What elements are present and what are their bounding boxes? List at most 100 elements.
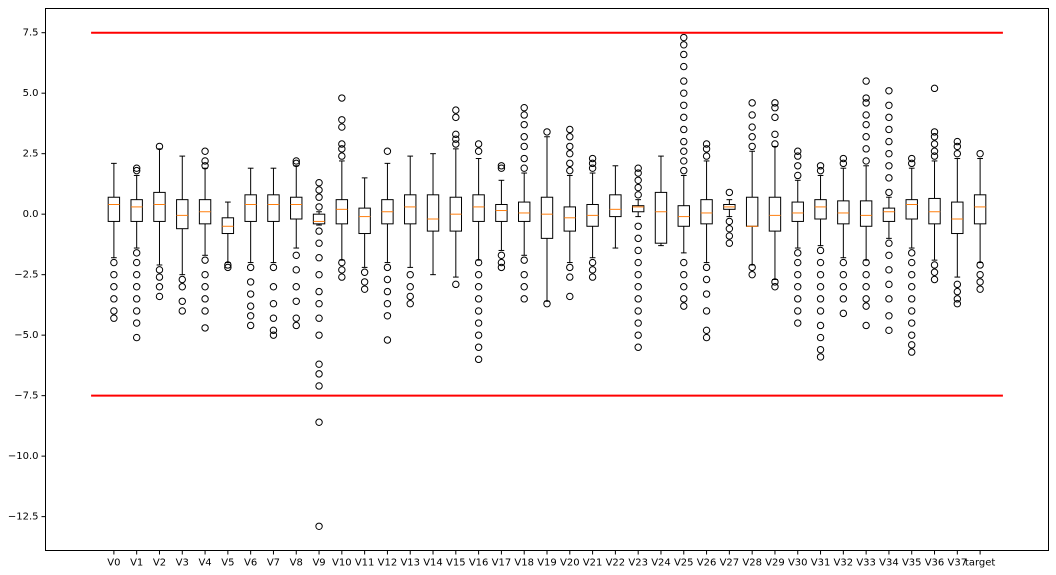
flier	[930, 268, 939, 276]
box	[882, 207, 896, 222]
flier	[246, 290, 255, 298]
flier	[155, 266, 164, 274]
flier	[520, 295, 528, 303]
y-tick-label: −2.5	[14, 270, 38, 281]
flier	[680, 101, 688, 109]
flier	[908, 331, 916, 339]
box	[358, 207, 371, 235]
flier	[338, 145, 346, 153]
flier	[634, 222, 642, 230]
flier	[908, 283, 916, 291]
flier	[976, 149, 984, 158]
flier	[702, 326, 711, 335]
flier	[178, 307, 186, 315]
flier	[383, 312, 392, 320]
flier	[178, 283, 186, 291]
y-tick-label: 2.5	[23, 149, 39, 160]
flier	[292, 297, 300, 305]
flier	[680, 62, 688, 71]
x-tick-label: V3	[176, 558, 189, 569]
flier	[566, 273, 574, 281]
flier	[771, 104, 779, 112]
flier	[771, 283, 779, 291]
y-tick-label: −10.0	[8, 451, 39, 462]
flier	[201, 295, 209, 303]
flier	[566, 166, 574, 175]
box	[631, 205, 645, 213]
flier	[269, 314, 278, 322]
flier	[497, 164, 506, 172]
box	[677, 205, 690, 227]
flier	[885, 113, 893, 122]
x-tick-label: V32	[834, 558, 854, 569]
flier	[383, 299, 392, 308]
box	[905, 199, 918, 220]
y-tick-label: −7.5	[14, 391, 38, 402]
flier	[132, 283, 141, 291]
flier	[497, 263, 506, 272]
flier	[588, 159, 597, 168]
flier	[520, 164, 528, 172]
flier	[634, 191, 642, 199]
flier	[885, 87, 893, 95]
box	[837, 200, 850, 225]
flier	[634, 164, 642, 172]
box	[107, 196, 121, 222]
flier	[315, 227, 323, 235]
box	[814, 199, 827, 220]
flier	[953, 295, 962, 303]
flier	[315, 360, 323, 368]
flier	[338, 152, 346, 160]
flier	[862, 111, 870, 119]
flier	[839, 258, 848, 267]
flier	[862, 295, 870, 303]
flier	[269, 326, 278, 335]
x-tick-label: V4	[198, 558, 211, 569]
flier	[794, 270, 802, 279]
flier	[725, 224, 734, 233]
box	[928, 197, 941, 225]
flier	[452, 140, 460, 148]
flier	[885, 149, 893, 158]
flier	[634, 270, 642, 279]
x-tick-label: V36	[925, 558, 945, 569]
flier	[634, 183, 642, 192]
flier	[201, 324, 209, 332]
flier	[155, 142, 164, 151]
flier	[839, 295, 848, 303]
x-tick-label: V31	[811, 558, 831, 569]
flier	[908, 307, 916, 315]
flier	[338, 273, 346, 281]
flier	[474, 283, 483, 291]
flier	[862, 283, 870, 291]
flier	[634, 283, 642, 291]
flier	[292, 159, 300, 168]
y-tick-label: 0.0	[23, 209, 39, 220]
x-tick-label: V9	[312, 558, 325, 569]
flier	[794, 147, 802, 155]
flier	[224, 261, 232, 269]
flier	[474, 319, 483, 327]
flier	[132, 319, 141, 327]
flier	[520, 104, 528, 112]
y-tick-label: −5.0	[14, 330, 38, 341]
y-tick-label: 5.0	[23, 88, 39, 99]
flier	[292, 157, 300, 165]
flier	[953, 142, 962, 151]
x-tick-label: V12	[378, 558, 398, 569]
flier	[634, 176, 642, 184]
flier	[634, 169, 642, 177]
flier	[953, 137, 962, 146]
flier	[748, 99, 756, 107]
flier	[452, 106, 460, 114]
flier	[360, 268, 369, 276]
flier	[976, 270, 984, 279]
box	[495, 203, 508, 222]
flier	[771, 113, 779, 122]
flier	[520, 256, 528, 264]
flier	[566, 133, 574, 141]
flier	[908, 348, 916, 356]
flier	[338, 116, 346, 124]
flier	[497, 258, 506, 267]
flier	[976, 261, 984, 269]
